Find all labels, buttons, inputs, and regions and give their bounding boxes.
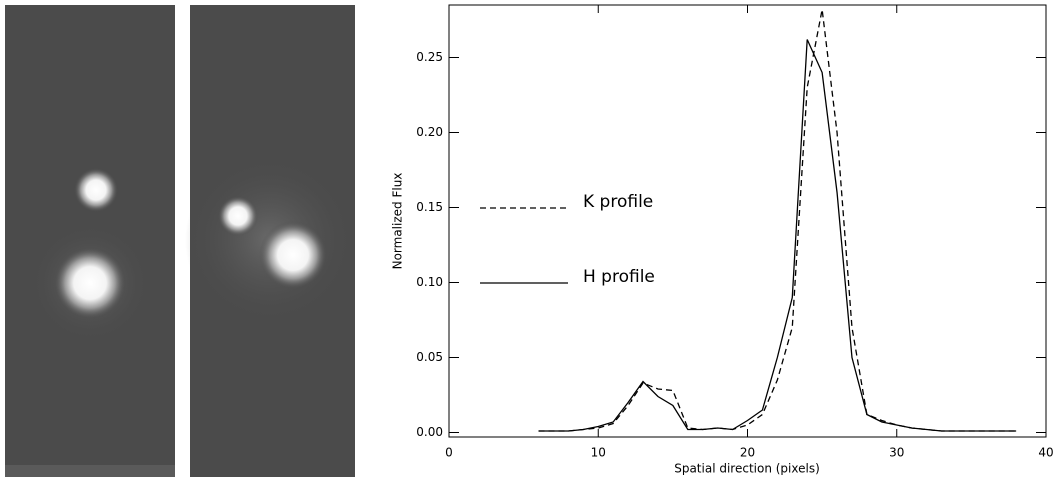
x-tick-label: 10 [591,446,606,460]
legend-label: H profile [583,267,655,287]
x-axis-title: Spatial direction (pixels) [674,462,820,476]
x-tick-label: 40 [1038,446,1053,460]
y-tick-label: 0.05 [416,350,443,364]
x-tick-label: 30 [889,446,904,460]
y-tick-label: 0.20 [416,125,443,139]
y-axis-title: Normalized Flux [391,173,405,270]
x-tick-label: 0 [445,446,453,460]
y-tick-label: 0.00 [416,425,443,439]
image-panel-right [185,5,355,477]
series-line [538,39,1017,432]
plot-frame [448,4,1047,438]
series-line [538,9,1017,432]
x-tick-label: 20 [740,446,755,460]
image-panel-left [5,5,175,477]
y-tick-label: 0.25 [416,50,443,64]
legend-label: K profile [583,192,653,212]
y-tick-label: 0.15 [416,200,443,214]
y-tick-label: 0.10 [416,275,443,289]
